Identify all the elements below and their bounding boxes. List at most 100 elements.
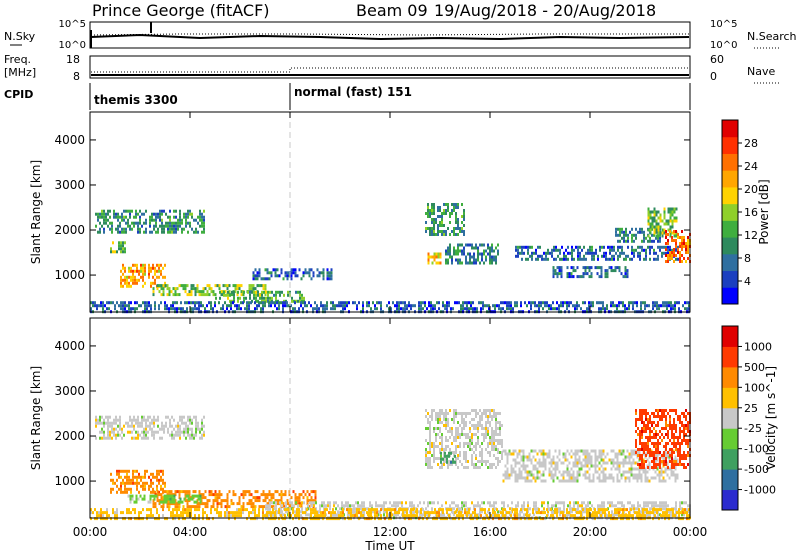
range-gate-cell xyxy=(597,254,599,258)
range-gate-cell xyxy=(463,442,465,445)
range-gate-cell xyxy=(134,263,136,267)
range-gate-cell xyxy=(673,230,675,233)
range-gate-cell xyxy=(574,461,577,465)
range-gate-cell xyxy=(536,467,539,471)
range-gate-cell xyxy=(134,269,136,273)
range-gate-cell xyxy=(644,514,646,518)
range-gate-cell xyxy=(672,511,674,515)
range-gate-cell xyxy=(532,301,534,305)
range-gate-cell xyxy=(195,427,197,431)
range-gate-cell xyxy=(96,304,98,308)
range-gate-cell xyxy=(451,255,453,259)
range-gate-cell xyxy=(451,261,453,265)
range-gate-cell xyxy=(198,290,201,294)
range-gate-cell xyxy=(240,307,242,311)
range-gate-cell xyxy=(109,424,111,428)
range-gate-cell xyxy=(495,415,497,418)
range-gate-cell xyxy=(493,463,495,466)
range-gate-cell xyxy=(266,511,268,515)
range-gate-cell xyxy=(174,307,176,311)
range-gate-cell xyxy=(601,501,603,505)
freq-left-tick-bottom: 8 xyxy=(73,70,80,83)
range-gate-cell xyxy=(645,257,647,261)
range-gate-cell xyxy=(247,290,249,294)
range-gate-cell xyxy=(570,514,572,518)
range-gate-cell xyxy=(457,252,459,256)
range-gate-cell xyxy=(248,287,251,291)
range-gate-cell xyxy=(151,218,153,222)
range-gate-cell xyxy=(270,496,273,500)
range-gate-cell xyxy=(679,236,681,239)
range-gate-cell xyxy=(619,501,621,505)
range-gate-cell xyxy=(469,252,471,256)
range-gate-cell xyxy=(679,257,681,260)
range-gate-cell xyxy=(495,421,497,424)
range-gate-cell xyxy=(189,427,191,431)
range-gate-cell xyxy=(629,230,631,234)
range-gate-cell xyxy=(161,500,164,504)
range-gate-cell xyxy=(163,224,165,228)
range-gate-cell xyxy=(390,517,392,521)
range-gate-cell xyxy=(133,221,135,225)
range-gate-cell xyxy=(614,517,616,521)
range-gate-cell xyxy=(512,452,515,456)
range-gate-cell xyxy=(522,452,525,456)
range-gate-cell xyxy=(678,307,680,311)
range-gate-cell xyxy=(631,504,633,508)
range-gate-cell xyxy=(266,493,269,497)
range-gate-cell xyxy=(118,469,120,473)
range-gate-cell xyxy=(646,304,648,308)
range-gate-cell xyxy=(546,508,548,512)
range-gate-cell xyxy=(546,304,548,308)
range-gate-cell xyxy=(461,415,463,418)
range-gate-cell xyxy=(137,227,139,231)
range-gate-cell xyxy=(544,517,546,521)
range-gate-cell xyxy=(528,517,530,521)
range-gate-cell xyxy=(264,287,267,291)
range-gate-cell xyxy=(186,301,188,305)
range-gate-cell xyxy=(131,418,133,422)
range-gate-cell xyxy=(667,242,669,245)
range-gate-cell xyxy=(370,511,372,515)
range-gate-cell xyxy=(440,457,442,461)
range-gate-cell xyxy=(161,427,163,431)
range-gate-cell xyxy=(127,421,129,425)
range-gate-cell xyxy=(263,290,265,294)
range-gate-cell xyxy=(463,466,465,469)
range-gate-cell xyxy=(576,301,578,305)
range-gate-cell xyxy=(374,511,376,515)
range-gate-cell xyxy=(252,505,255,509)
range-gate-cell xyxy=(256,277,259,281)
range-gate-cell xyxy=(657,234,660,238)
range-gate-cell xyxy=(131,436,133,440)
range-gate-cell xyxy=(453,230,455,233)
range-gate-cell xyxy=(199,224,201,228)
range-gate-cell xyxy=(583,245,585,249)
range-gate-cell xyxy=(174,290,177,294)
range-gate-cell xyxy=(602,307,604,311)
range-gate-cell xyxy=(494,304,496,308)
range-gate-cell xyxy=(153,494,156,498)
range-gate-cell xyxy=(675,501,677,505)
range-gate-cell xyxy=(590,301,592,305)
range-gate-cell xyxy=(238,508,240,512)
range-gate-cell xyxy=(460,514,462,518)
range-gate-cell xyxy=(286,502,289,506)
range-gate-cell xyxy=(430,301,432,305)
range-gate-cell xyxy=(191,227,193,231)
range-gate-cell xyxy=(660,304,662,308)
range-gate-cell xyxy=(498,304,500,308)
range-gate-cell xyxy=(199,215,201,219)
range-gate-cell xyxy=(559,248,561,252)
range-gate-cell xyxy=(318,307,320,311)
range-gate-cell xyxy=(483,439,485,442)
range-gate-cell xyxy=(568,476,571,480)
range-gate-cell xyxy=(333,513,335,517)
range-gate-cell xyxy=(688,307,690,311)
range-gate-cell xyxy=(114,517,116,521)
range-gate-cell xyxy=(332,517,334,521)
range-gate-cell xyxy=(227,290,229,294)
range-gate-cell xyxy=(425,457,427,460)
range-gate-cell xyxy=(190,505,193,509)
range-gate-cell xyxy=(125,221,127,225)
